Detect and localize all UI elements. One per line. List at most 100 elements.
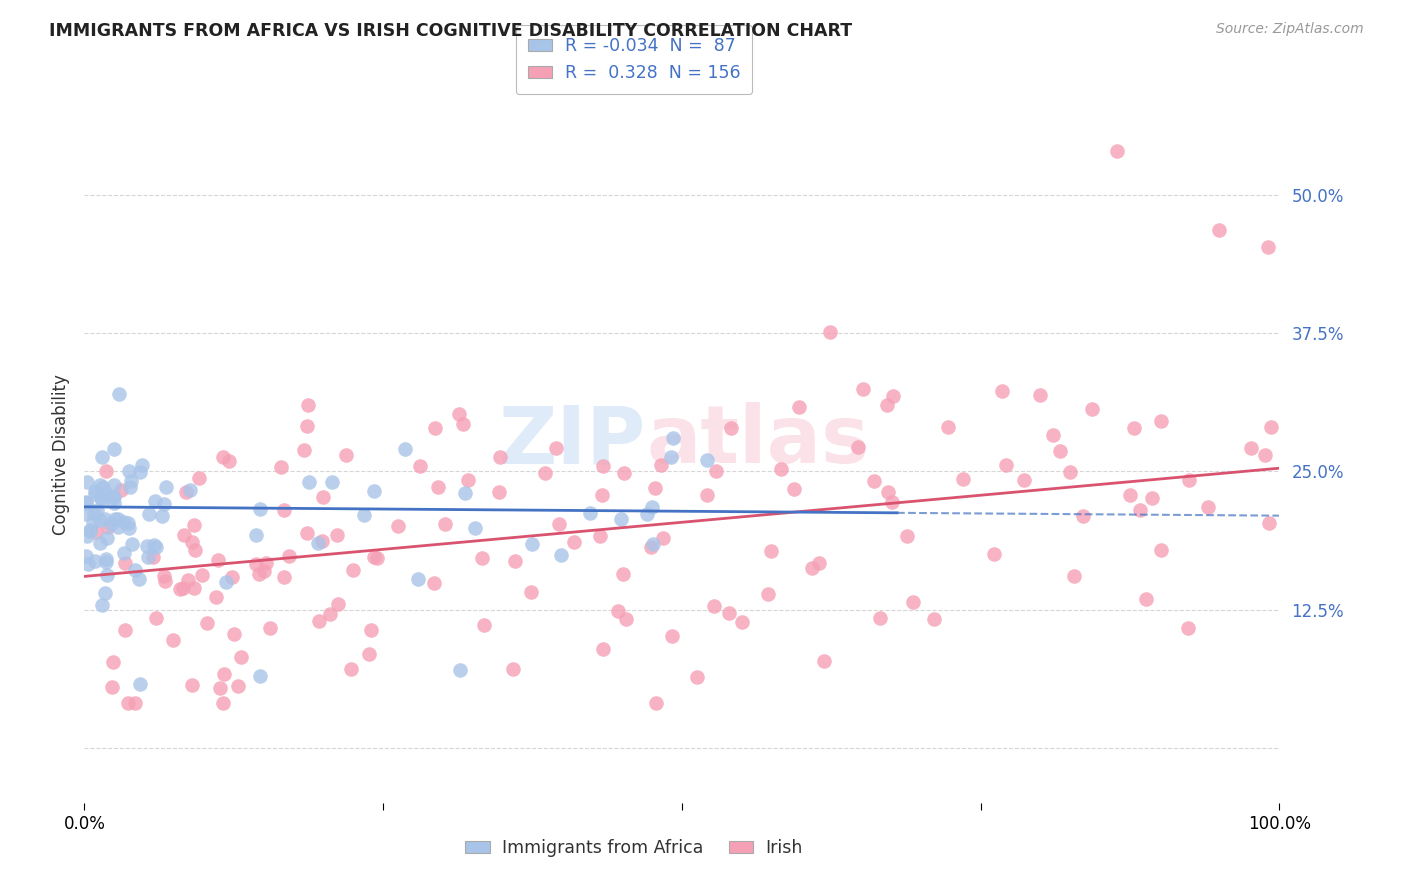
Point bbox=[1142, 491, 1164, 506]
Point bbox=[433, 517, 456, 532]
Point bbox=[1080, 402, 1102, 417]
Point bbox=[221, 570, 243, 584]
Point bbox=[578, 506, 600, 520]
Point bbox=[118, 521, 141, 535]
Point bbox=[128, 676, 150, 690]
Point bbox=[249, 502, 271, 516]
Point bbox=[89, 513, 111, 527]
Point bbox=[335, 448, 357, 462]
Point bbox=[231, 649, 253, 664]
Point bbox=[406, 572, 429, 586]
Point bbox=[756, 587, 779, 601]
Point bbox=[520, 537, 543, 551]
Point bbox=[770, 462, 793, 476]
Point bbox=[662, 431, 685, 445]
Point bbox=[103, 491, 125, 505]
Point bbox=[94, 586, 117, 600]
Point bbox=[394, 442, 416, 457]
Point bbox=[124, 563, 146, 577]
Point bbox=[183, 518, 205, 533]
Point bbox=[453, 417, 475, 432]
Point bbox=[641, 536, 664, 550]
Point bbox=[613, 466, 636, 480]
Point bbox=[882, 389, 904, 403]
Point bbox=[94, 486, 117, 500]
Point bbox=[1105, 145, 1128, 159]
Point bbox=[696, 488, 718, 502]
Point bbox=[97, 519, 120, 533]
Point bbox=[110, 483, 132, 497]
Text: ZIP: ZIP bbox=[499, 402, 647, 480]
Point bbox=[103, 478, 125, 492]
Point bbox=[1122, 421, 1144, 435]
Point bbox=[995, 458, 1018, 472]
Point bbox=[1240, 442, 1263, 456]
Point bbox=[145, 540, 167, 554]
Point bbox=[131, 458, 153, 473]
Point bbox=[153, 497, 176, 511]
Point bbox=[138, 507, 160, 521]
Point bbox=[357, 647, 380, 661]
Point bbox=[1012, 474, 1035, 488]
Point bbox=[488, 485, 510, 500]
Point bbox=[1059, 465, 1081, 479]
Point bbox=[117, 697, 139, 711]
Point bbox=[101, 655, 124, 669]
Point bbox=[93, 512, 115, 526]
Point bbox=[117, 516, 139, 530]
Point bbox=[307, 536, 329, 550]
Point bbox=[103, 442, 125, 456]
Point bbox=[818, 326, 841, 340]
Point bbox=[89, 478, 111, 492]
Point bbox=[83, 554, 105, 568]
Point bbox=[184, 542, 207, 557]
Point bbox=[226, 679, 249, 693]
Point bbox=[1049, 444, 1071, 458]
Point bbox=[548, 517, 571, 532]
Point bbox=[90, 491, 112, 505]
Point bbox=[208, 681, 231, 695]
Point bbox=[645, 697, 668, 711]
Point bbox=[1042, 428, 1064, 442]
Point bbox=[1208, 222, 1230, 236]
Point bbox=[550, 548, 572, 562]
Point bbox=[155, 480, 177, 494]
Point bbox=[520, 584, 543, 599]
Point bbox=[112, 515, 135, 529]
Point bbox=[718, 606, 741, 620]
Point bbox=[783, 482, 806, 496]
Point bbox=[76, 475, 98, 489]
Point bbox=[640, 541, 662, 555]
Point bbox=[612, 567, 634, 582]
Point bbox=[211, 450, 233, 465]
Point bbox=[142, 550, 165, 565]
Point bbox=[852, 382, 875, 396]
Point bbox=[588, 528, 610, 542]
Point bbox=[326, 528, 349, 542]
Point bbox=[326, 597, 349, 611]
Point bbox=[1258, 516, 1281, 530]
Point bbox=[295, 419, 318, 434]
Point bbox=[94, 555, 117, 569]
Point bbox=[298, 475, 321, 489]
Point bbox=[143, 494, 166, 508]
Point bbox=[592, 642, 614, 657]
Point bbox=[614, 612, 637, 626]
Point bbox=[363, 483, 385, 498]
Point bbox=[311, 533, 333, 548]
Point bbox=[813, 654, 835, 668]
Point bbox=[636, 507, 658, 521]
Point bbox=[423, 421, 446, 435]
Point bbox=[1073, 508, 1095, 523]
Point bbox=[876, 398, 898, 412]
Point bbox=[534, 467, 557, 481]
Point bbox=[245, 558, 267, 572]
Point bbox=[145, 611, 167, 625]
Point bbox=[342, 563, 364, 577]
Point bbox=[76, 529, 98, 543]
Point bbox=[86, 503, 108, 517]
Point bbox=[1177, 621, 1199, 635]
Point bbox=[249, 669, 271, 683]
Point bbox=[75, 507, 97, 521]
Point bbox=[720, 421, 742, 435]
